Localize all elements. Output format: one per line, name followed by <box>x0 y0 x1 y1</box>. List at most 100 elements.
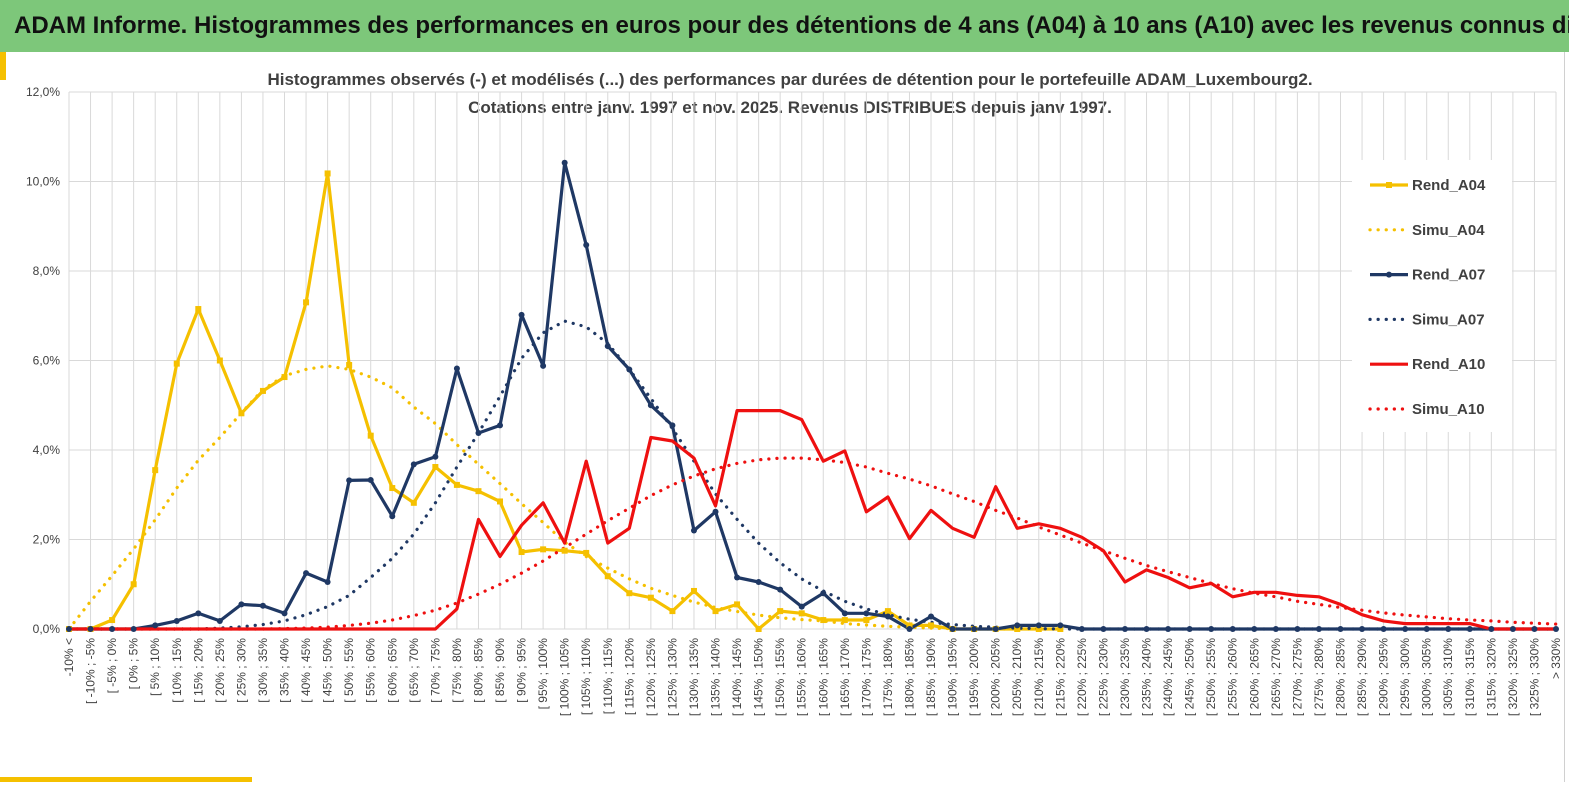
marker-rend_a07 <box>971 626 978 632</box>
page-banner-title: ADAM Informe. Histogrammes des performan… <box>0 0 1569 52</box>
marker-rend_a07 <box>281 610 288 617</box>
x-tick-label: [ 285% ; 290% <box>1355 638 1369 716</box>
x-tick-label: [ -5% ; 0% <box>105 638 119 694</box>
marker-rend_a04 <box>863 617 870 624</box>
marker-rend_a07 <box>949 626 956 632</box>
marker-rend_a07 <box>324 579 331 586</box>
marker-rend_a07 <box>1380 626 1387 632</box>
marker-rend_a04 <box>734 601 741 608</box>
series-line-rend_a07 <box>69 161 1556 631</box>
y-tick-label: 4,0% <box>33 443 61 457</box>
legend-label-simu_a04: Simu_A04 <box>1412 222 1485 239</box>
marker-rend_a04 <box>324 170 331 177</box>
x-tick-label: [ 215% ; 220% <box>1053 638 1067 716</box>
y-tick-label: 6,0% <box>33 354 61 368</box>
x-tick-label: [ 25% ; 30% <box>234 638 248 703</box>
x-tick-label: [ 260% ; 265% <box>1247 638 1261 716</box>
series-line-simu_a07 <box>67 319 1558 631</box>
marker-rend_a04 <box>518 549 525 556</box>
marker-rend_a07 <box>690 527 697 534</box>
x-tick-label: [ 195% ; 200% <box>967 638 981 716</box>
marker-rend_a07 <box>798 603 805 610</box>
marker-rend_a04 <box>906 622 913 629</box>
frame-border-right <box>1564 52 1565 782</box>
marker-rend_a07 <box>604 343 611 350</box>
y-axis-tick-labels: 0,0% 2,0% 4,0% 6,0% 8,0% 10,0% 12,0% <box>26 85 60 636</box>
marker-rend_a07 <box>66 626 72 632</box>
marker-rend_a04 <box>583 549 590 556</box>
marker-rend_a07 <box>152 622 159 629</box>
x-tick-label: [ 275% ; 280% <box>1312 638 1326 716</box>
x-tick-label: [ 100% ; 105% <box>558 638 572 716</box>
marker-rend_a07 <box>216 617 223 624</box>
marker-rend_a07 <box>734 574 741 581</box>
x-tick-label: [ 115% ; 120% <box>622 638 636 715</box>
marker-rend_a07 <box>1337 626 1344 632</box>
x-tick-label: > 330% <box>1549 638 1563 679</box>
marker-rend_a07 <box>303 570 310 577</box>
x-tick-label: [ 75% ; 80% <box>450 638 464 703</box>
x-tick-label: [ 10% ; 15% <box>170 638 184 703</box>
marker-rend_a07 <box>583 242 590 249</box>
x-tick-label: [ 60% ; 65% <box>385 638 399 703</box>
legend-box <box>1352 160 1512 432</box>
x-tick-label: [ 170% ; 175% <box>859 638 873 716</box>
marker-rend_a04 <box>561 547 568 554</box>
marker-rend_a07 <box>647 402 654 409</box>
x-tick-label: [ 270% ; 275% <box>1290 638 1304 716</box>
marker-rend_a07 <box>1315 626 1322 632</box>
y-tick-label: 2,0% <box>33 533 61 547</box>
legend-label-rend_a10: Rend_A10 <box>1412 356 1485 373</box>
legend-label-rend_a07: Rend_A07 <box>1412 267 1485 284</box>
marker-rend_a07 <box>1186 626 1193 632</box>
chart-series-markers <box>66 159 1559 632</box>
marker-rend_a04 <box>109 617 116 624</box>
x-tick-label: [ 230% ; 235% <box>1118 638 1132 716</box>
marker-rend_a07 <box>841 610 848 617</box>
marker-rend_a07 <box>497 422 504 429</box>
marker-rend_a07 <box>1014 622 1021 629</box>
x-tick-label: [ 0% ; 5% <box>127 638 141 690</box>
legend-marker <box>1386 271 1392 278</box>
marker-rend_a04 <box>820 617 827 624</box>
x-tick-label: [ 235% ; 240% <box>1140 638 1154 716</box>
x-tick-label: [ 225% ; 230% <box>1096 638 1110 716</box>
x-tick-label: [ 40% ; 45% <box>299 638 313 703</box>
x-tick-label: [ 305% ; 310% <box>1441 638 1455 716</box>
x-tick-label: [ 110% ; 115% <box>601 638 615 715</box>
marker-rend_a07 <box>1445 626 1452 632</box>
marker-rend_a04 <box>281 374 288 381</box>
marker-rend_a07 <box>389 513 396 520</box>
x-tick-label: [ 15% ; 20% <box>191 638 205 703</box>
x-tick-label: [ 140% ; 145% <box>730 638 744 716</box>
marker-rend_a07 <box>1100 626 1107 632</box>
marker-rend_a07 <box>820 590 827 597</box>
marker-rend_a07 <box>410 461 417 468</box>
marker-rend_a07 <box>259 602 266 609</box>
x-tick-label: [ 245% ; 250% <box>1183 638 1197 716</box>
x-tick-label: [ 85% ; 90% <box>493 638 507 703</box>
x-axis-tick-labels: -10% < [ -10% ; -5% [ -5% ; 0% [ 0% ; 5% [ 5… <box>62 638 1563 716</box>
x-tick-label: [ 45% ; 50% <box>321 638 335 703</box>
marker-rend_a04 <box>238 410 245 417</box>
chart-legend: Rend_A04 Simu_A04 Rend_A07 Simu_A07 Rend_A10… <box>1352 160 1512 432</box>
marker-rend_a07 <box>1121 626 1128 632</box>
series-line-rend_a10 <box>69 409 1556 631</box>
marker-rend_a07 <box>173 617 180 624</box>
marker-rend_a07 <box>130 626 137 632</box>
marker-rend_a04 <box>130 581 137 588</box>
marker-rend_a04 <box>841 617 848 624</box>
x-tick-label: [ 205% ; 210% <box>1010 638 1024 716</box>
marker-rend_a07 <box>1272 626 1279 632</box>
x-tick-label: [ 280% ; 285% <box>1333 638 1347 716</box>
x-tick-label: [ 130% ; 135% <box>687 638 701 716</box>
x-tick-label: [ 265% ; 270% <box>1269 638 1283 716</box>
marker-rend_a04 <box>777 608 784 615</box>
marker-rend_a04 <box>798 610 805 617</box>
marker-rend_a04 <box>712 608 719 615</box>
marker-rend_a07 <box>669 422 676 429</box>
x-tick-label: [ 35% ; 40% <box>278 638 292 703</box>
marker-rend_a07 <box>755 579 762 586</box>
marker-rend_a07 <box>712 508 719 515</box>
